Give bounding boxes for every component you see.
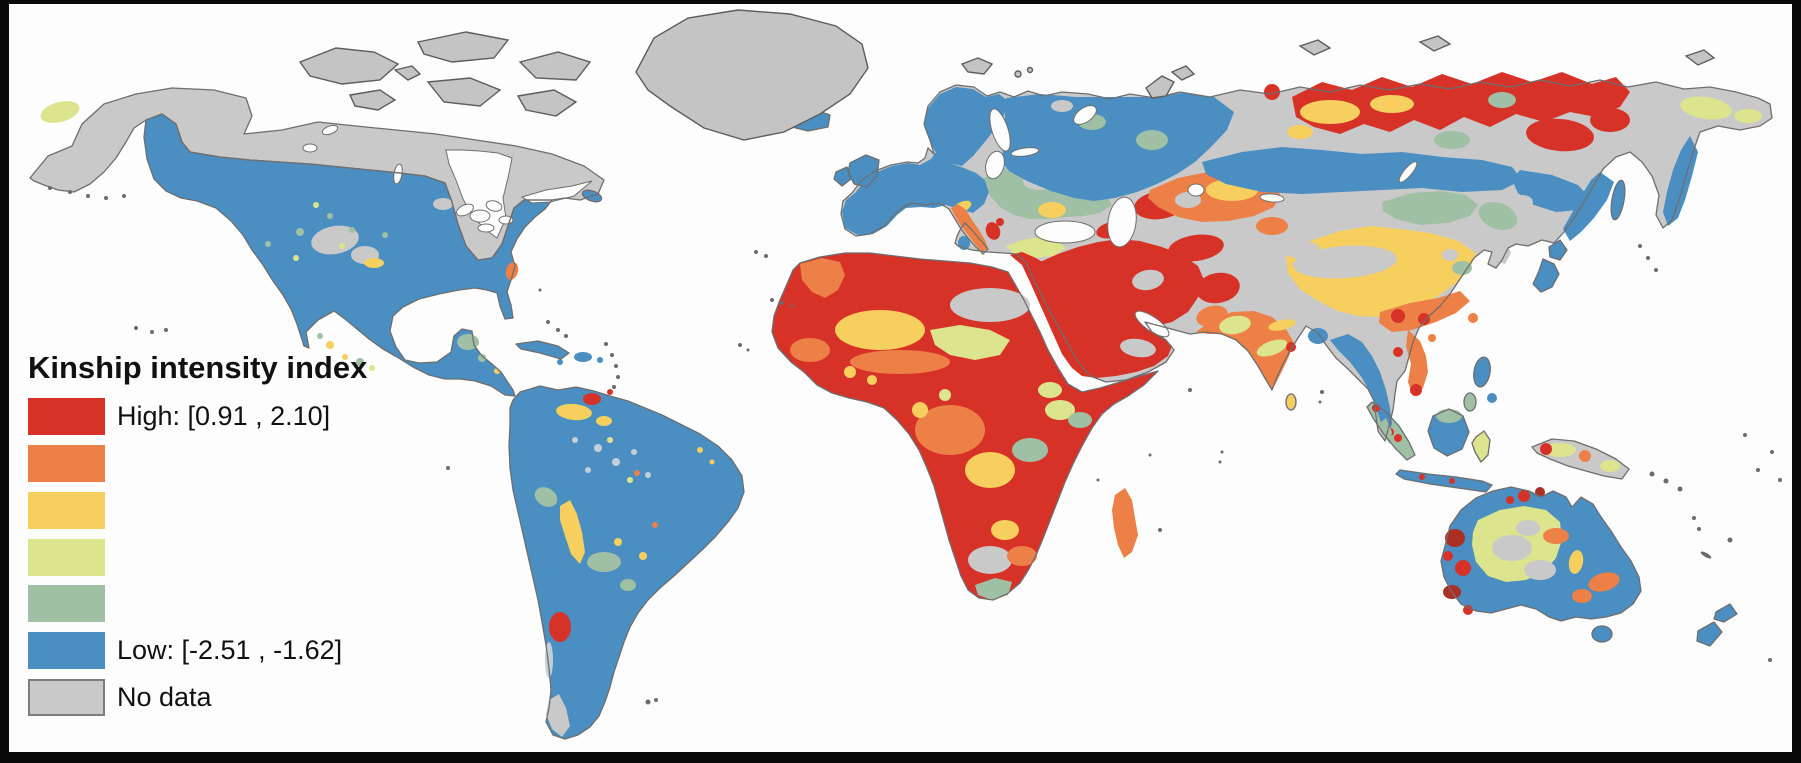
frame-bottom-border (0, 752, 1801, 763)
frame-top-border (0, 0, 1801, 4)
legend-swatch-no-data (28, 678, 105, 716)
legend-item-low: Low: [-2.51 , -1.62] (28, 631, 342, 669)
legend-swatch-low-mid (28, 584, 105, 622)
region-greenland (635, 9, 869, 141)
legend-swatch-mid-high (28, 444, 105, 482)
legend-item-mid (28, 491, 117, 529)
water-bodies (302, 105, 1418, 338)
legend-item-high: High: [0.91 , 2.10] (28, 397, 330, 435)
legend-title: Kinship intensity index (28, 350, 368, 385)
choropleth-patches (40, 72, 1762, 737)
legend-item-mid-high (28, 444, 117, 482)
frame-left-border (0, 0, 9, 763)
legend-label-low: Low: [-2.51 , -1.62] (117, 634, 343, 665)
legend-item-no-data: No data (28, 678, 212, 716)
legend-label-no-data: No data (117, 681, 212, 712)
legend-swatch-high (28, 397, 105, 435)
legend-label-high: High: [0.91 , 2.10] (117, 400, 331, 431)
small-islands (48, 186, 1782, 705)
legend-swatch-mid (28, 491, 105, 529)
frame-right-border (1792, 0, 1801, 763)
legend-item-low-mid (28, 584, 117, 622)
legend-swatch-low (28, 631, 105, 669)
legend-item-mid-low (28, 538, 117, 576)
region-south-america (509, 386, 744, 739)
arctic-islands (298, 9, 1716, 141)
legend-swatch-mid-low (28, 538, 105, 576)
